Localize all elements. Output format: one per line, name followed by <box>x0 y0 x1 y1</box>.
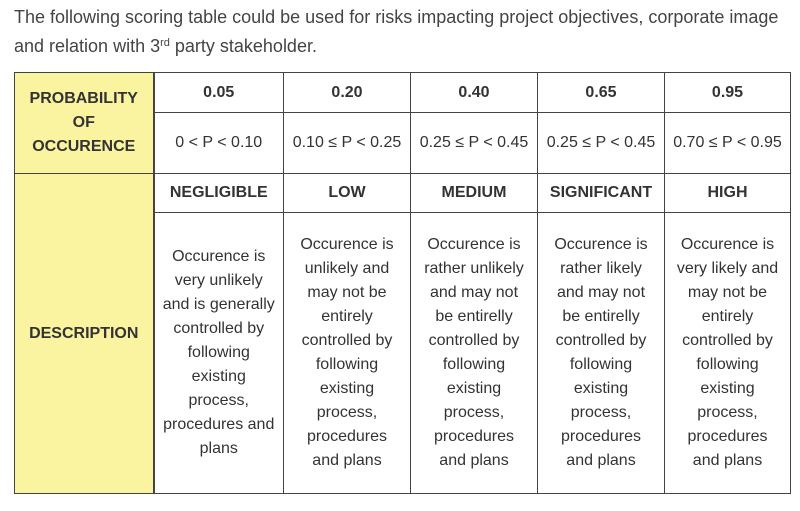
level-description: Occurence is very unlikely and is genera… <box>153 212 284 494</box>
probability-value: 0.20 <box>283 72 411 113</box>
probability-value: 0.65 <box>537 72 665 113</box>
impact-level: SIGNIFICANT <box>537 173 665 213</box>
impact-level: HIGH <box>664 173 791 213</box>
probability-value: 0.40 <box>410 72 538 113</box>
level-description: Occurence is rather unlikely and may not… <box>410 212 538 494</box>
intro-after: party stakeholder. <box>169 36 317 56</box>
impact-level: MEDIUM <box>410 173 538 213</box>
level-description: Occurence is very likely and may not be … <box>664 212 791 494</box>
intro-text: The following scoring table could be use… <box>14 3 794 61</box>
probability-range: 0.25 ≤ P < 0.45 <box>410 112 538 174</box>
scoring-table: PROBABILITY OF OCCURENCE 0.05 0.20 0.40 0.6… <box>14 72 791 494</box>
probability-range: 0.10 ≤ P < 0.25 <box>283 112 411 174</box>
probability-label: PROBABILITY OF OCCURENCE <box>14 72 155 174</box>
probability-value: 0.95 <box>664 72 791 113</box>
description-label: DESCRIPTION <box>14 173 155 494</box>
intro-superscript: rd <box>160 37 170 49</box>
probability-value: 0.05 <box>153 72 284 113</box>
probability-range: 0 < P < 0.10 <box>153 112 284 174</box>
level-row: DESCRIPTION NEGLIGIBLE LOW MEDIUM SIGNIFICA… <box>14 173 791 494</box>
range-row: 0 < P < 0.10 0.10 ≤ P < 0.25 0.25 ≤ P < 0.… <box>15 112 791 174</box>
probability-range: 0.25 ≤ P < 0.45 <box>537 112 665 174</box>
level-description: Occurence is unlikely and may not be ent… <box>283 212 411 494</box>
intro-before: The following scoring table could be use… <box>14 7 779 56</box>
probability-row: PROBABILITY OF OCCURENCE 0.05 0.20 0.40 0.6… <box>14 72 791 174</box>
probability-range: 0.70 ≤ P < 0.95 <box>664 112 791 174</box>
level-description: Occurence is rather likely and may not b… <box>537 212 665 494</box>
impact-level: LOW <box>283 173 411 213</box>
impact-level: NEGLIGIBLE <box>153 173 284 213</box>
description-row: Occurence is very unlikely and is genera… <box>15 212 791 494</box>
